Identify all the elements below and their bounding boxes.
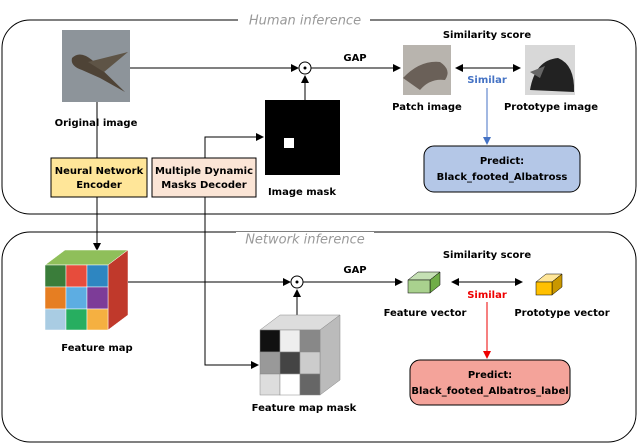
feature-map-mask bbox=[259, 314, 341, 396]
predict-box bbox=[423, 145, 581, 193]
panel-title: Human inference bbox=[249, 14, 361, 29]
prototype-vector bbox=[535, 273, 563, 296]
image-label: Feature map mask bbox=[252, 403, 357, 414]
decoder-text: Multiple Dynamic bbox=[155, 166, 253, 177]
image-label: Prototype image bbox=[504, 102, 598, 113]
feature-map bbox=[44, 249, 129, 331]
image-label: Feature vector bbox=[384, 308, 467, 319]
decoder-box bbox=[151, 157, 257, 198]
encoder-text: Neural Network bbox=[55, 166, 144, 177]
image-label: Patch image bbox=[392, 102, 462, 113]
similar-label: Similar bbox=[467, 290, 507, 301]
image-label: Prototype vector bbox=[514, 308, 609, 319]
feature-vector bbox=[407, 271, 441, 294]
predict-label: Predict: bbox=[480, 156, 524, 167]
prototype-image bbox=[525, 45, 575, 95]
predict-class: Black_footed_Albatross bbox=[437, 172, 568, 183]
gap-label: GAP bbox=[343, 53, 366, 64]
original-image bbox=[62, 30, 130, 102]
image-label: Image mask bbox=[268, 187, 336, 198]
predict-box bbox=[409, 359, 571, 406]
decoder-text: Masks Decoder bbox=[161, 180, 247, 191]
arrow bbox=[204, 197, 259, 369]
predict-label: Predict: bbox=[468, 370, 512, 381]
image-mask bbox=[265, 100, 340, 175]
encoder-box bbox=[50, 157, 148, 198]
encoder-text: Encoder bbox=[76, 180, 122, 191]
patch-image bbox=[403, 45, 451, 95]
panel-title: Network inference bbox=[245, 233, 365, 248]
gap-label: GAP bbox=[343, 265, 366, 276]
arrow bbox=[204, 133, 264, 158]
image-label: Original image bbox=[55, 118, 138, 129]
similarity-label: Similarity score bbox=[443, 250, 531, 261]
similar-label: Similar bbox=[467, 75, 507, 86]
image-label: Feature map bbox=[61, 343, 132, 354]
predict-class: Black_footed_Albatros_label bbox=[411, 386, 568, 397]
similarity-label: Similarity score bbox=[443, 30, 531, 41]
